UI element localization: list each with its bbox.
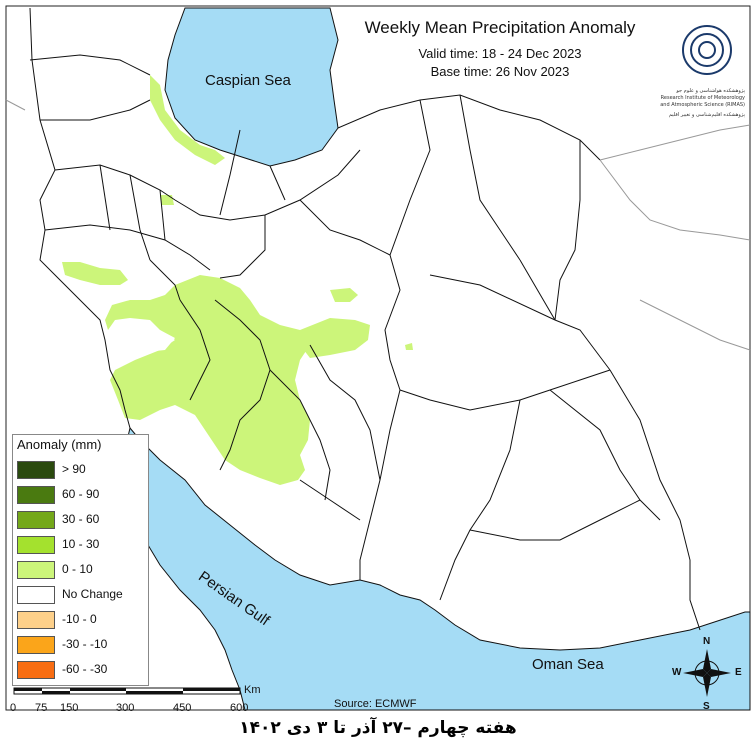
legend-item: -30 - -10 — [17, 634, 147, 655]
legend-item: > 90 — [17, 459, 147, 480]
legend-item: -60 - -30 — [17, 659, 147, 680]
logo-line-1: پژوهشکده هواشناسی و علوم جو — [676, 88, 745, 94]
legend-label: -10 - 0 — [62, 612, 97, 626]
legend-swatch — [17, 661, 55, 679]
legend-swatch — [17, 461, 55, 479]
logo-line-4: پژوهشکده اقلیم‌شناسی و تغییر اقلیم — [668, 112, 745, 118]
province-borders — [29, 7, 701, 631]
legend-item: 30 - 60 — [17, 509, 147, 530]
country-borders — [5, 99, 751, 351]
legend: Anomaly (mm) > 90 60 - 90 30 - 60 10 - 3… — [12, 434, 149, 686]
source-label: Source: ECMWF — [334, 698, 417, 710]
legend-swatch — [17, 536, 55, 554]
legend-swatch — [17, 586, 55, 604]
caspian-sea-label: Caspian Sea — [205, 72, 291, 89]
legend-label: 60 - 90 — [62, 487, 100, 501]
legend-item: 10 - 30 — [17, 534, 147, 555]
compass-east: E — [735, 667, 742, 678]
legend-swatch — [17, 636, 55, 654]
compass-west: W — [672, 667, 682, 678]
legend-label: -60 - -30 — [62, 662, 108, 676]
scale-tick: 75 — [35, 702, 48, 714]
legend-item: No Change — [17, 584, 147, 605]
legend-label: No Change — [62, 587, 123, 601]
legend-swatch — [17, 486, 55, 504]
scale-tick: 450 — [173, 702, 192, 714]
scale-tick: 300 — [116, 702, 135, 714]
legend-swatch — [17, 561, 55, 579]
scale-unit: Km — [244, 684, 261, 696]
compass-rose — [683, 649, 731, 697]
legend-title: Anomaly (mm) — [17, 437, 102, 452]
legend-swatch — [17, 511, 55, 529]
scale-tick: 150 — [60, 702, 79, 714]
scale-tick: 600 — [230, 702, 249, 714]
legend-label: 30 - 60 — [62, 512, 100, 526]
no-change-patch — [130, 330, 175, 352]
scale-bar — [13, 687, 241, 695]
legend-label: -30 - -10 — [62, 637, 108, 651]
oman-sea-label: Oman Sea — [532, 656, 604, 673]
institute-logo — [682, 25, 732, 75]
legend-label: > 90 — [62, 462, 86, 476]
compass-north: N — [703, 636, 711, 647]
footer-persian-date: هفته چهارم –۲۷ آذر تا ۳ دی ۱۴۰۲ — [239, 718, 517, 738]
legend-swatch — [17, 611, 55, 629]
legend-item: 60 - 90 — [17, 484, 147, 505]
persian-gulf — [124, 426, 751, 711]
valid-time: Valid time: 18 - 24 Dec 2023 — [418, 46, 582, 61]
map-title: Weekly Mean Precipitation Anomaly — [364, 18, 636, 37]
logo-line-3: and Atmospheric Science (RIMAS) — [660, 102, 745, 108]
legend-item: -10 - 0 — [17, 609, 147, 630]
legend-item: 0 - 10 — [17, 559, 147, 580]
logo-line-2: Research Institute of Meteorology — [660, 95, 745, 101]
base-time: Base time: 26 Nov 2023 — [430, 64, 570, 79]
legend-label: 0 - 10 — [62, 562, 93, 576]
anomaly-0-10-regions — [62, 75, 413, 485]
scale-tick: 0 — [10, 702, 17, 714]
compass-south: S — [703, 701, 710, 712]
legend-label: 10 - 30 — [62, 537, 100, 551]
